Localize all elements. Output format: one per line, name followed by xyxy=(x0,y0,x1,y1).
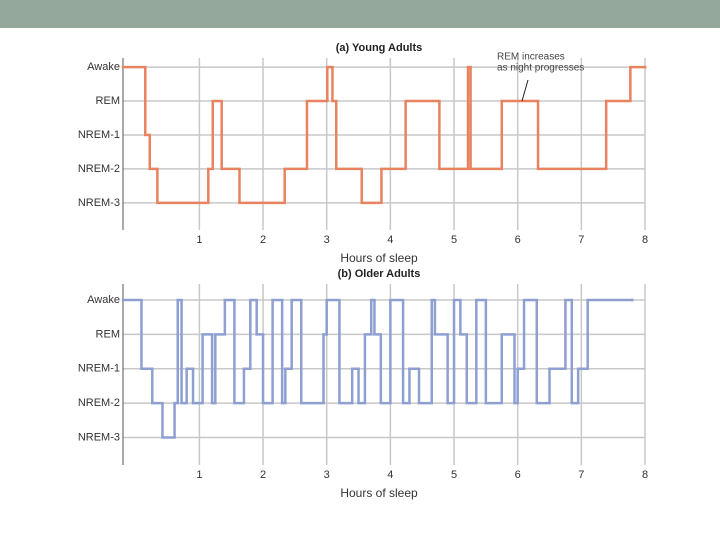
y-tick-label: NREM-1 xyxy=(78,363,120,375)
chart-title: (b) Older Adults xyxy=(338,268,421,280)
x-tick-label: 4 xyxy=(387,234,393,246)
x-axis-label: Hours of sleep xyxy=(340,251,418,265)
x-tick-label: 8 xyxy=(642,234,648,246)
chart-title: (a) Young Adults xyxy=(336,42,423,54)
y-tick-label: NREM-1 xyxy=(78,129,120,141)
x-tick-label: 5 xyxy=(451,234,457,246)
x-tick-label: 3 xyxy=(324,234,330,246)
header-bar xyxy=(0,0,720,28)
x-tick-label: 2 xyxy=(260,234,266,246)
y-tick-label: REM xyxy=(96,328,120,340)
x-tick-label: 7 xyxy=(578,469,584,481)
x-tick-label: 1 xyxy=(196,469,202,481)
y-tick-label: REM xyxy=(96,95,120,107)
annotation: REM increases xyxy=(497,52,565,63)
x-axis-label: Hours of sleep xyxy=(340,486,418,500)
y-tick-label: Awake xyxy=(87,61,120,73)
x-tick-label: 8 xyxy=(642,469,648,481)
y-tick-label: NREM-3 xyxy=(78,431,120,443)
x-tick-label: 6 xyxy=(515,469,521,481)
x-tick-label: 3 xyxy=(324,469,330,481)
y-tick-label: NREM-3 xyxy=(78,197,120,209)
x-tick-label: 4 xyxy=(387,469,393,481)
y-tick-label: NREM-2 xyxy=(78,397,120,409)
x-tick-label: 7 xyxy=(578,234,584,246)
x-tick-label: 5 xyxy=(451,469,457,481)
y-tick-label: Awake xyxy=(87,294,120,306)
annotation-arrow xyxy=(521,79,529,102)
x-tick-label: 2 xyxy=(260,469,266,481)
x-tick-label: 6 xyxy=(515,234,521,246)
annotation: as night progresses xyxy=(497,63,584,74)
x-tick-label: 1 xyxy=(196,234,202,246)
y-tick-label: NREM-2 xyxy=(78,163,120,175)
